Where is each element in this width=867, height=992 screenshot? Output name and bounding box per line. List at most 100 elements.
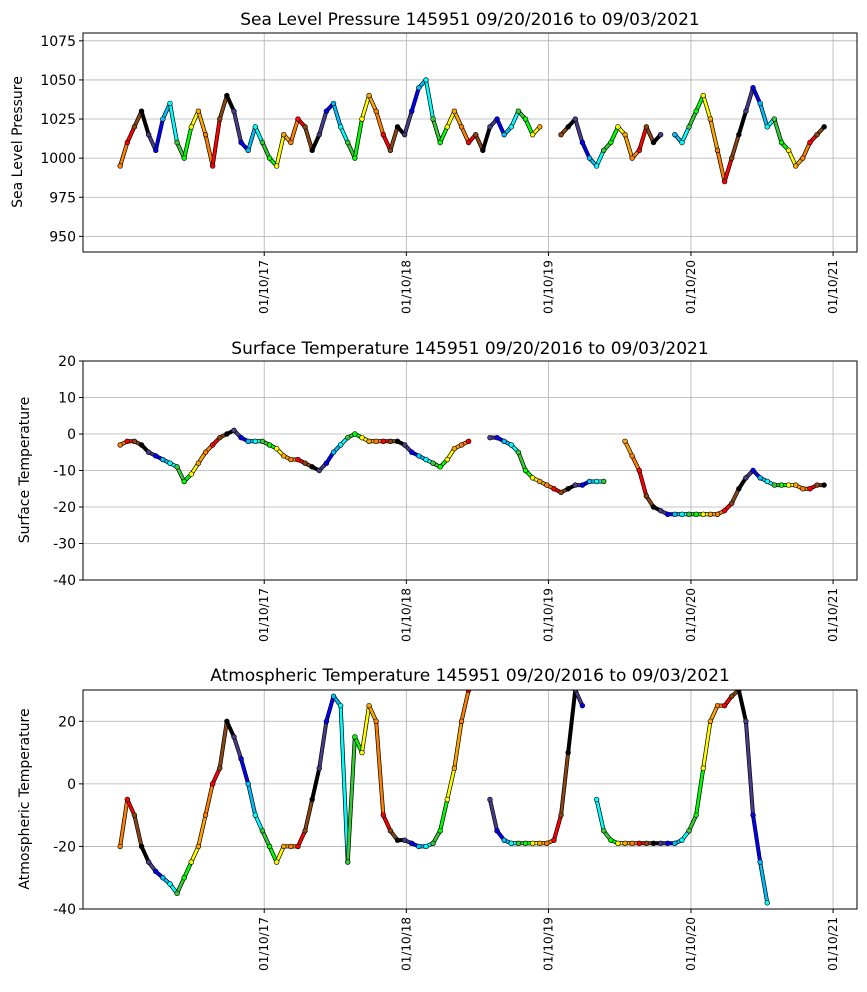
data-point [366, 438, 372, 444]
data-segment [118, 141, 129, 168]
data-point [508, 840, 514, 846]
data-segment [325, 694, 335, 723]
data-point [288, 456, 294, 463]
data-point [437, 139, 443, 146]
data-point [181, 478, 187, 485]
data-marks [117, 77, 827, 185]
data-point [387, 828, 394, 834]
data-point [174, 890, 180, 897]
data-point [409, 108, 415, 114]
data-point [629, 840, 635, 846]
data-segment [303, 798, 314, 833]
data-segment [204, 782, 214, 817]
data-segment [488, 798, 499, 833]
x-tick-label: 01/10/18 [399, 588, 413, 642]
data-point [729, 155, 735, 161]
data-point [494, 828, 500, 834]
plot-area-atmospheric-temperature: -40 -20 0 20 01/10/17 01/10/18 01/10/19 01/10/2… [53, 689, 858, 971]
data-point [750, 85, 756, 91]
data-point [636, 147, 642, 154]
data-point [217, 434, 223, 441]
data-point [686, 124, 692, 130]
y-axis-label-sea-level-pressure: Sea Level Pressure [10, 76, 26, 208]
data-point [430, 840, 436, 846]
data-segment [275, 845, 286, 864]
y-tick-label: -20 [53, 500, 76, 516]
data-point [522, 116, 529, 122]
data-point [295, 116, 301, 122]
data-point [771, 482, 778, 488]
data-segment [225, 94, 236, 113]
data-point [131, 812, 138, 818]
data-segment [275, 133, 286, 168]
data-point [188, 124, 195, 130]
data-point [565, 486, 571, 492]
data-point [629, 453, 635, 459]
x-tick-label: 01/10/20 [684, 917, 698, 971]
data-segment [410, 86, 421, 113]
x-tick-label: 01/10/17 [257, 588, 271, 642]
data-point [316, 765, 322, 771]
data-marks [117, 690, 770, 906]
data-point [373, 108, 379, 114]
data-point [693, 511, 699, 517]
data-point [224, 431, 230, 437]
data-point [721, 702, 728, 709]
data-point [273, 859, 280, 865]
data-point [700, 511, 706, 517]
data-segment [353, 117, 364, 160]
data-segment [360, 704, 371, 754]
data-segment [566, 690, 577, 754]
chart-title-atmospheric-temperature: Atmospheric Temperature 145951 09/20/201… [210, 666, 730, 686]
data-segment [552, 813, 563, 842]
data-point [302, 828, 308, 834]
data-segment [517, 450, 527, 472]
data-point [138, 843, 145, 850]
data-segment [595, 798, 606, 833]
data-point [586, 155, 593, 161]
data-point [281, 843, 287, 850]
data-point [793, 482, 799, 488]
data-point [601, 147, 607, 154]
data-segment [744, 86, 755, 113]
data-point [231, 108, 237, 114]
data-point [124, 139, 131, 146]
data-point [124, 796, 131, 803]
data-point [558, 812, 564, 818]
data-point [202, 449, 209, 455]
data-point [458, 718, 465, 724]
data-point [643, 124, 650, 130]
panel-sea-level-pressure: 950 975 1000 1025 1050 1075 01/10/17 01/10/18 01… [10, 10, 858, 314]
data-point [622, 131, 628, 138]
y-tick-label: 975 [49, 190, 76, 206]
data-segment [389, 125, 399, 152]
data-point [380, 131, 386, 138]
data-point [465, 690, 472, 693]
data-point [387, 438, 394, 444]
data-point [501, 131, 507, 138]
data-point [465, 438, 472, 444]
data-segment [701, 719, 712, 770]
data-segment [332, 102, 342, 129]
data-segment [730, 133, 741, 160]
data-point [167, 100, 173, 107]
data-point [515, 840, 522, 846]
y-tick-label: -10 [53, 464, 76, 480]
data-point [501, 837, 507, 843]
data-point [757, 859, 763, 865]
data-point [366, 702, 372, 709]
data-point [288, 139, 294, 146]
data-point [145, 449, 152, 455]
data-segment [190, 845, 200, 864]
data-point [195, 843, 202, 850]
data-segment [367, 704, 378, 723]
data-segment [118, 798, 129, 848]
data-point [537, 124, 543, 130]
data-segment [595, 149, 606, 168]
data-point [515, 108, 522, 114]
data-point [259, 438, 266, 444]
data-point [764, 124, 770, 130]
data-point [145, 131, 152, 138]
data-segment [716, 149, 726, 183]
y-tick-label: 20 [58, 354, 76, 370]
